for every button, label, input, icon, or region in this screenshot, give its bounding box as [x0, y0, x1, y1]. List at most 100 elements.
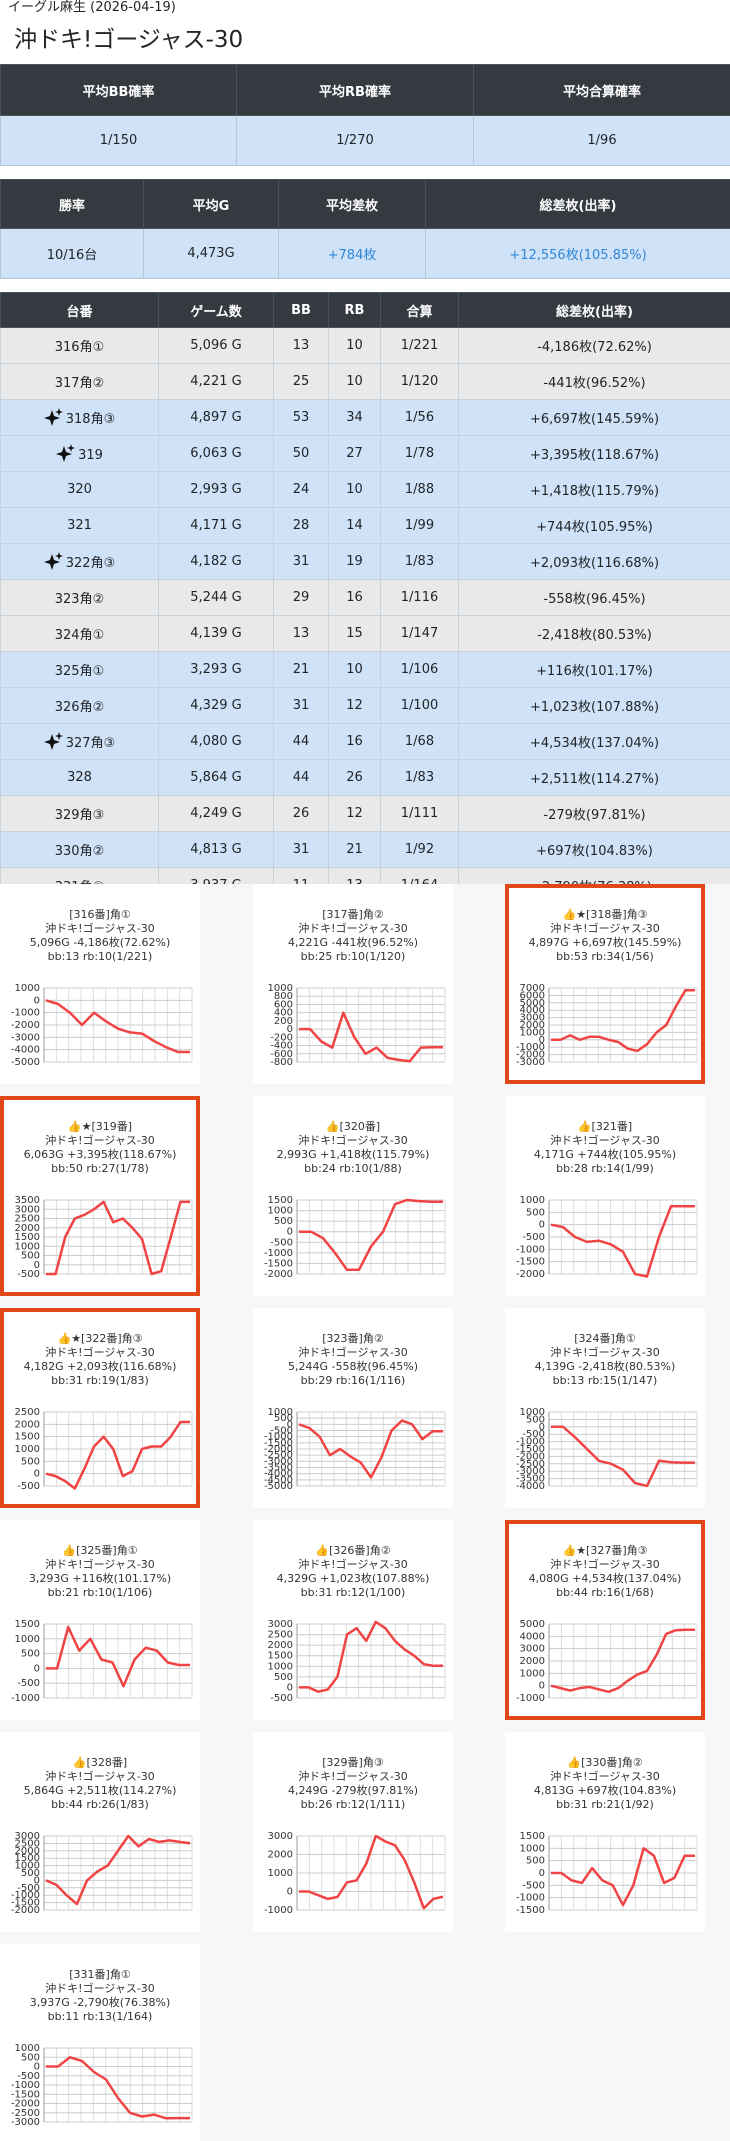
y-tick-label: -3000: [11, 1032, 40, 1043]
table-cell: 330角②: [0, 831, 159, 868]
y-tick-label: 1000: [15, 983, 40, 994]
sparkle-shape: [43, 732, 63, 750]
cell-text: -2,418枚(80.53%): [537, 628, 652, 643]
chart-card: 👍★[327番]角③ 沖ドキ!ゴージャス-30 4,080G +4,534枚(137…: [505, 1520, 705, 1720]
table-cell: -2,418枚(80.53%): [458, 615, 730, 652]
cell-text: 4,171 G: [190, 518, 242, 533]
y-tick-label: -2500: [516, 1459, 545, 1470]
y-tick-label: -1500: [264, 1258, 293, 1269]
y-tick-label: -4000: [516, 1481, 545, 1492]
y-tick-label: -500: [17, 1678, 40, 1689]
y-tick-label: 0: [287, 1024, 293, 1035]
cell-text: 324角①: [54, 628, 105, 643]
table-row: 323角② 5,244 G 29 16 1/116 -558枚(96.45%): [0, 579, 730, 616]
card-counts: bb:24 rb:10(1/88): [304, 1162, 402, 1175]
table-cell: 321: [0, 507, 159, 544]
column-header: 台番: [0, 292, 159, 328]
table-cell: 1/83: [380, 759, 459, 796]
cell-text: 1/120: [400, 374, 439, 389]
y-tick-label: 0: [34, 2062, 40, 2073]
y-tick-label: -3000: [516, 1466, 545, 1477]
y-tick-label: 0: [539, 1035, 545, 1046]
cell-text: 31: [292, 698, 310, 713]
table-cell: 10: [328, 363, 381, 400]
value-row: 10/16台 4,473G +784枚 +12,556枚(105.85%): [0, 228, 730, 279]
cell-text: 44: [292, 770, 310, 785]
balance-line: [550, 1205, 695, 1278]
cell-text: 3,293 G: [190, 662, 242, 677]
table-cell: 15: [328, 615, 381, 652]
cell-text: 318角③: [65, 412, 116, 427]
sparkle-shape: [56, 444, 76, 462]
table-cell: 5,244 G: [158, 579, 274, 616]
machine-table: 台番 ゲーム数 BB RB 合算 総差枚(出率) 316角① 5,096 G 13 10 1/221…: [0, 292, 730, 904]
table-cell: 1/116: [380, 579, 459, 616]
y-tick-label: -4500: [264, 1475, 293, 1486]
card-stats: 5,864G +2,511枚(114.27%): [23, 1784, 177, 1797]
y-tick-label: -2000: [516, 1050, 545, 1061]
chart-card: 👍[320番] 沖ドキ!ゴージャス-30 2,993G +1,418枚(115.79…: [253, 1096, 453, 1296]
table-cell: -558枚(96.45%): [458, 579, 730, 616]
balance-line: [46, 2056, 190, 2120]
card-counts: bb:44 rb:16(1/68): [556, 1586, 654, 1599]
y-tick-label: -1000: [11, 1890, 40, 1901]
y-tick-label: -200: [270, 1032, 293, 1043]
cell-text: 15: [346, 626, 363, 641]
table-cell: 4,182 G: [158, 543, 274, 580]
y-tick-label: 2500: [15, 1214, 40, 1225]
y-tick-label: 1000: [520, 1407, 545, 1418]
y-tick-label: 4000: [520, 1005, 545, 1016]
column-header: 平均RB確率: [236, 64, 474, 116]
chart-card: [316番]角① 沖ドキ!ゴージャス-30 5,096G -4,186枚(72.62…: [0, 884, 200, 1084]
cell-text: 10: [346, 338, 363, 353]
balance-line: [45, 1834, 191, 1906]
y-tick-label: 3000: [15, 1831, 40, 1842]
balance-line: [45, 999, 190, 1054]
y-tick-label: -1500: [264, 1438, 293, 1449]
y-tick-label: -1500: [516, 1257, 545, 1268]
table-cell: 28: [273, 507, 329, 544]
cell-text: 10: [346, 482, 363, 497]
card-label: [324番]角①: [574, 1332, 636, 1345]
balance-line: [550, 1628, 695, 1694]
table-cell: 1/92: [380, 831, 459, 868]
table-cell: 21: [273, 651, 329, 688]
y-tick-label: 500: [274, 1413, 293, 1424]
y-tick-label: -1000: [516, 1893, 545, 1904]
card-model: 沖ドキ!ゴージャス-30: [45, 1558, 155, 1571]
card-stats: 4,182G +2,093枚(116.68%): [23, 1360, 177, 1373]
cell-text: +2,093枚(116.68%): [529, 556, 660, 571]
cell-text: 325角①: [54, 664, 105, 679]
cell-text: 1/116: [400, 590, 439, 605]
y-tick-label: 500: [274, 1216, 293, 1227]
table-cell: 6,063 G: [158, 435, 274, 472]
y-tick-label: -500: [17, 2071, 40, 2082]
card-label: 👍[326番]角②: [315, 1544, 391, 1557]
card-model: 沖ドキ!ゴージャス-30: [298, 922, 408, 935]
column-header: BB: [273, 292, 329, 328]
y-tick-label: 1500: [15, 1232, 40, 1243]
value-cell: 1/96: [473, 115, 730, 166]
cell-text: 4,249 G: [190, 806, 242, 821]
column-header: RB: [328, 292, 381, 328]
y-tick-label: -5000: [264, 1481, 293, 1492]
y-tick-label: -2000: [516, 1451, 545, 1462]
y-tick-label: -400: [270, 1041, 293, 1052]
chart-card: [331番]角① 沖ドキ!ゴージャス-30 3,937G -2,790枚(76.38…: [0, 1944, 200, 2141]
cell-text: 4,813 G: [190, 842, 242, 857]
y-tick-label: 1000: [520, 1027, 545, 1038]
balance-line: [46, 1625, 190, 1688]
chart-card: 👍[321番] 沖ドキ!ゴージャス-30 4,171G +744枚(105.95%)…: [505, 1096, 705, 1296]
card-stats: 5,096G -4,186枚(72.62%): [29, 936, 171, 949]
card-stats: 6,063G +3,395枚(118.67%): [23, 1148, 177, 1161]
y-tick-label: -1000: [11, 1008, 40, 1019]
y-tick-label: -2500: [11, 2108, 40, 2119]
table-cell: 4,897 G: [158, 399, 274, 436]
y-tick-label: 1000: [520, 1843, 545, 1854]
chart-card: 👍★[318番]角③ 沖ドキ!ゴージャス-30 4,897G +6,697枚(145…: [505, 884, 705, 1084]
cell-text: 326角②: [54, 700, 105, 715]
table-cell: 323角②: [0, 579, 159, 616]
table-cell: 1/120: [380, 363, 459, 400]
